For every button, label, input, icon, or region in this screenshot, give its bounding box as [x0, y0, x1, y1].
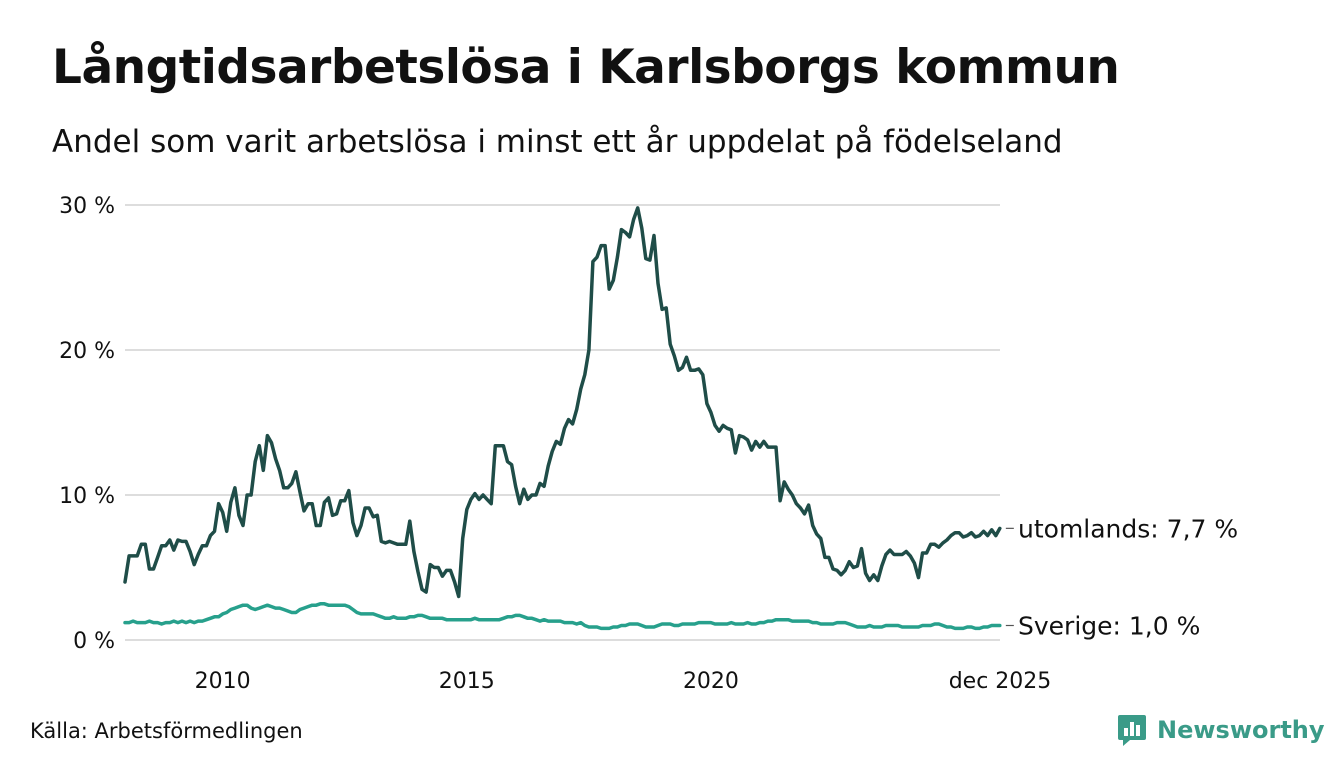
chart-title: Långtidsarbetslösa i Karlsborgs kommun: [52, 40, 1120, 95]
x-tick-label: dec 2025: [949, 669, 1052, 694]
x-axis-ticks: 2010 2015 2020 dec 2025: [195, 669, 1052, 694]
series-lines: [123, 206, 1002, 631]
brand-logo[interactable]: Newsworthy: [1117, 713, 1325, 747]
y-tick-label: 0 %: [73, 629, 115, 654]
x-tick-label: 2015: [439, 669, 495, 694]
y-tick-label: 30 %: [59, 194, 115, 219]
gridlines: [125, 204, 1000, 641]
y-axis-ticks: 0 % 10 % 20 % 30 %: [59, 194, 115, 654]
y-tick-label: 20 %: [59, 339, 115, 364]
x-tick-label: 2010: [195, 669, 251, 694]
end-label-sverige: Sverige: 1,0 %: [1018, 612, 1200, 641]
series-end-labels: utomlands: 7,7 % Sverige: 1,0 %: [1005, 514, 1238, 641]
end-label-utomlands: utomlands: 7,7 %: [1018, 514, 1238, 543]
source-note: Källa: Arbetsförmedlingen: [30, 719, 303, 743]
series-line-utomlands: [123, 206, 1002, 599]
chart-subtitle: Andel som varit arbetslösa i minst ett å…: [52, 124, 1063, 160]
series-line-sverige: [123, 602, 1002, 631]
newsworthy-logo-icon: [1118, 715, 1146, 746]
y-tick-label: 10 %: [59, 484, 115, 509]
x-tick-label: 2020: [683, 669, 739, 694]
brand-name: Newsworthy: [1157, 716, 1325, 744]
